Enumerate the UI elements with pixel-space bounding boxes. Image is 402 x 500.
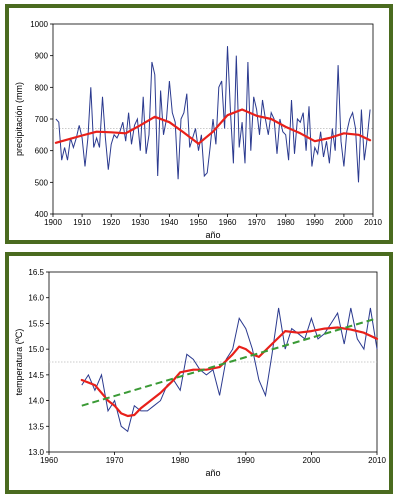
x-tick-label: 2000	[335, 218, 353, 227]
x-tick-label: 2000	[303, 456, 321, 465]
x-tick-label: 1990	[237, 456, 255, 465]
temperature-chart: 1960 1970 1980 1990 2000 2010 13.0 13.5 14.0 14.5…	[14, 268, 386, 478]
y-tick-label: 600	[35, 147, 49, 156]
y-tick-label: 1000	[30, 20, 48, 29]
y-tick-label: 14.0	[28, 397, 44, 406]
x-tick-label: 1970	[106, 456, 124, 465]
y-tick-label: 800	[35, 83, 49, 92]
x-axis-title: año	[205, 230, 220, 240]
x-tick-label: 1990	[306, 218, 324, 227]
y-tick-label: 15.5	[28, 319, 44, 328]
x-tick-label: 1900	[44, 218, 62, 227]
x-tick-label: 1930	[131, 218, 149, 227]
y-tick-label: 900	[35, 52, 49, 61]
smoothed-series-line	[54, 108, 372, 145]
temperature-chart-panel: 1960 1970 1980 1990 2000 2010 13.0 13.5 14.0 14.5…	[5, 252, 393, 494]
trend-line	[81, 317, 378, 407]
precipitation-chart: 1900 1910 1920 1930 1940 1950 1960 1970 1980 1990…	[14, 20, 382, 240]
x-tick-label: 1960	[40, 456, 58, 465]
x-tick-label: 1980	[171, 456, 189, 465]
smoothed-series-line	[80, 326, 379, 418]
x-axis-title: año	[205, 468, 220, 478]
x-tick-label: 1950	[190, 218, 208, 227]
x-tick-label: 1970	[248, 218, 266, 227]
y-tick-label: 13.0	[28, 448, 44, 457]
y-tick-label: 400	[35, 210, 49, 219]
y-tick-label: 15.0	[28, 345, 44, 354]
y-tick-label: 16.0	[28, 294, 44, 303]
x-tick-label: 2010	[368, 456, 386, 465]
y-tick-label: 14.5	[28, 371, 44, 380]
x-tick-label: 1960	[219, 218, 237, 227]
x-tick-label: 1940	[160, 218, 178, 227]
y-tick-label: 13.5	[28, 422, 44, 431]
x-tick-label: 1980	[277, 218, 295, 227]
y-tick-label: 700	[35, 115, 49, 124]
y-tick-label: 16.5	[28, 268, 44, 277]
observed-series-line	[55, 46, 371, 183]
precipitation-chart-panel: 1900 1910 1920 1930 1940 1950 1960 1970 1980 1990…	[5, 4, 393, 244]
y-axis-title: temperatura (ºC)	[14, 329, 24, 396]
y-axis-title: precipitación (mm)	[14, 82, 24, 156]
observed-series-line	[81, 307, 378, 433]
y-tick-label: 500	[35, 178, 49, 187]
x-tick-label: 2010	[364, 218, 382, 227]
x-tick-label: 1920	[102, 218, 120, 227]
x-tick-label: 1910	[73, 218, 91, 227]
